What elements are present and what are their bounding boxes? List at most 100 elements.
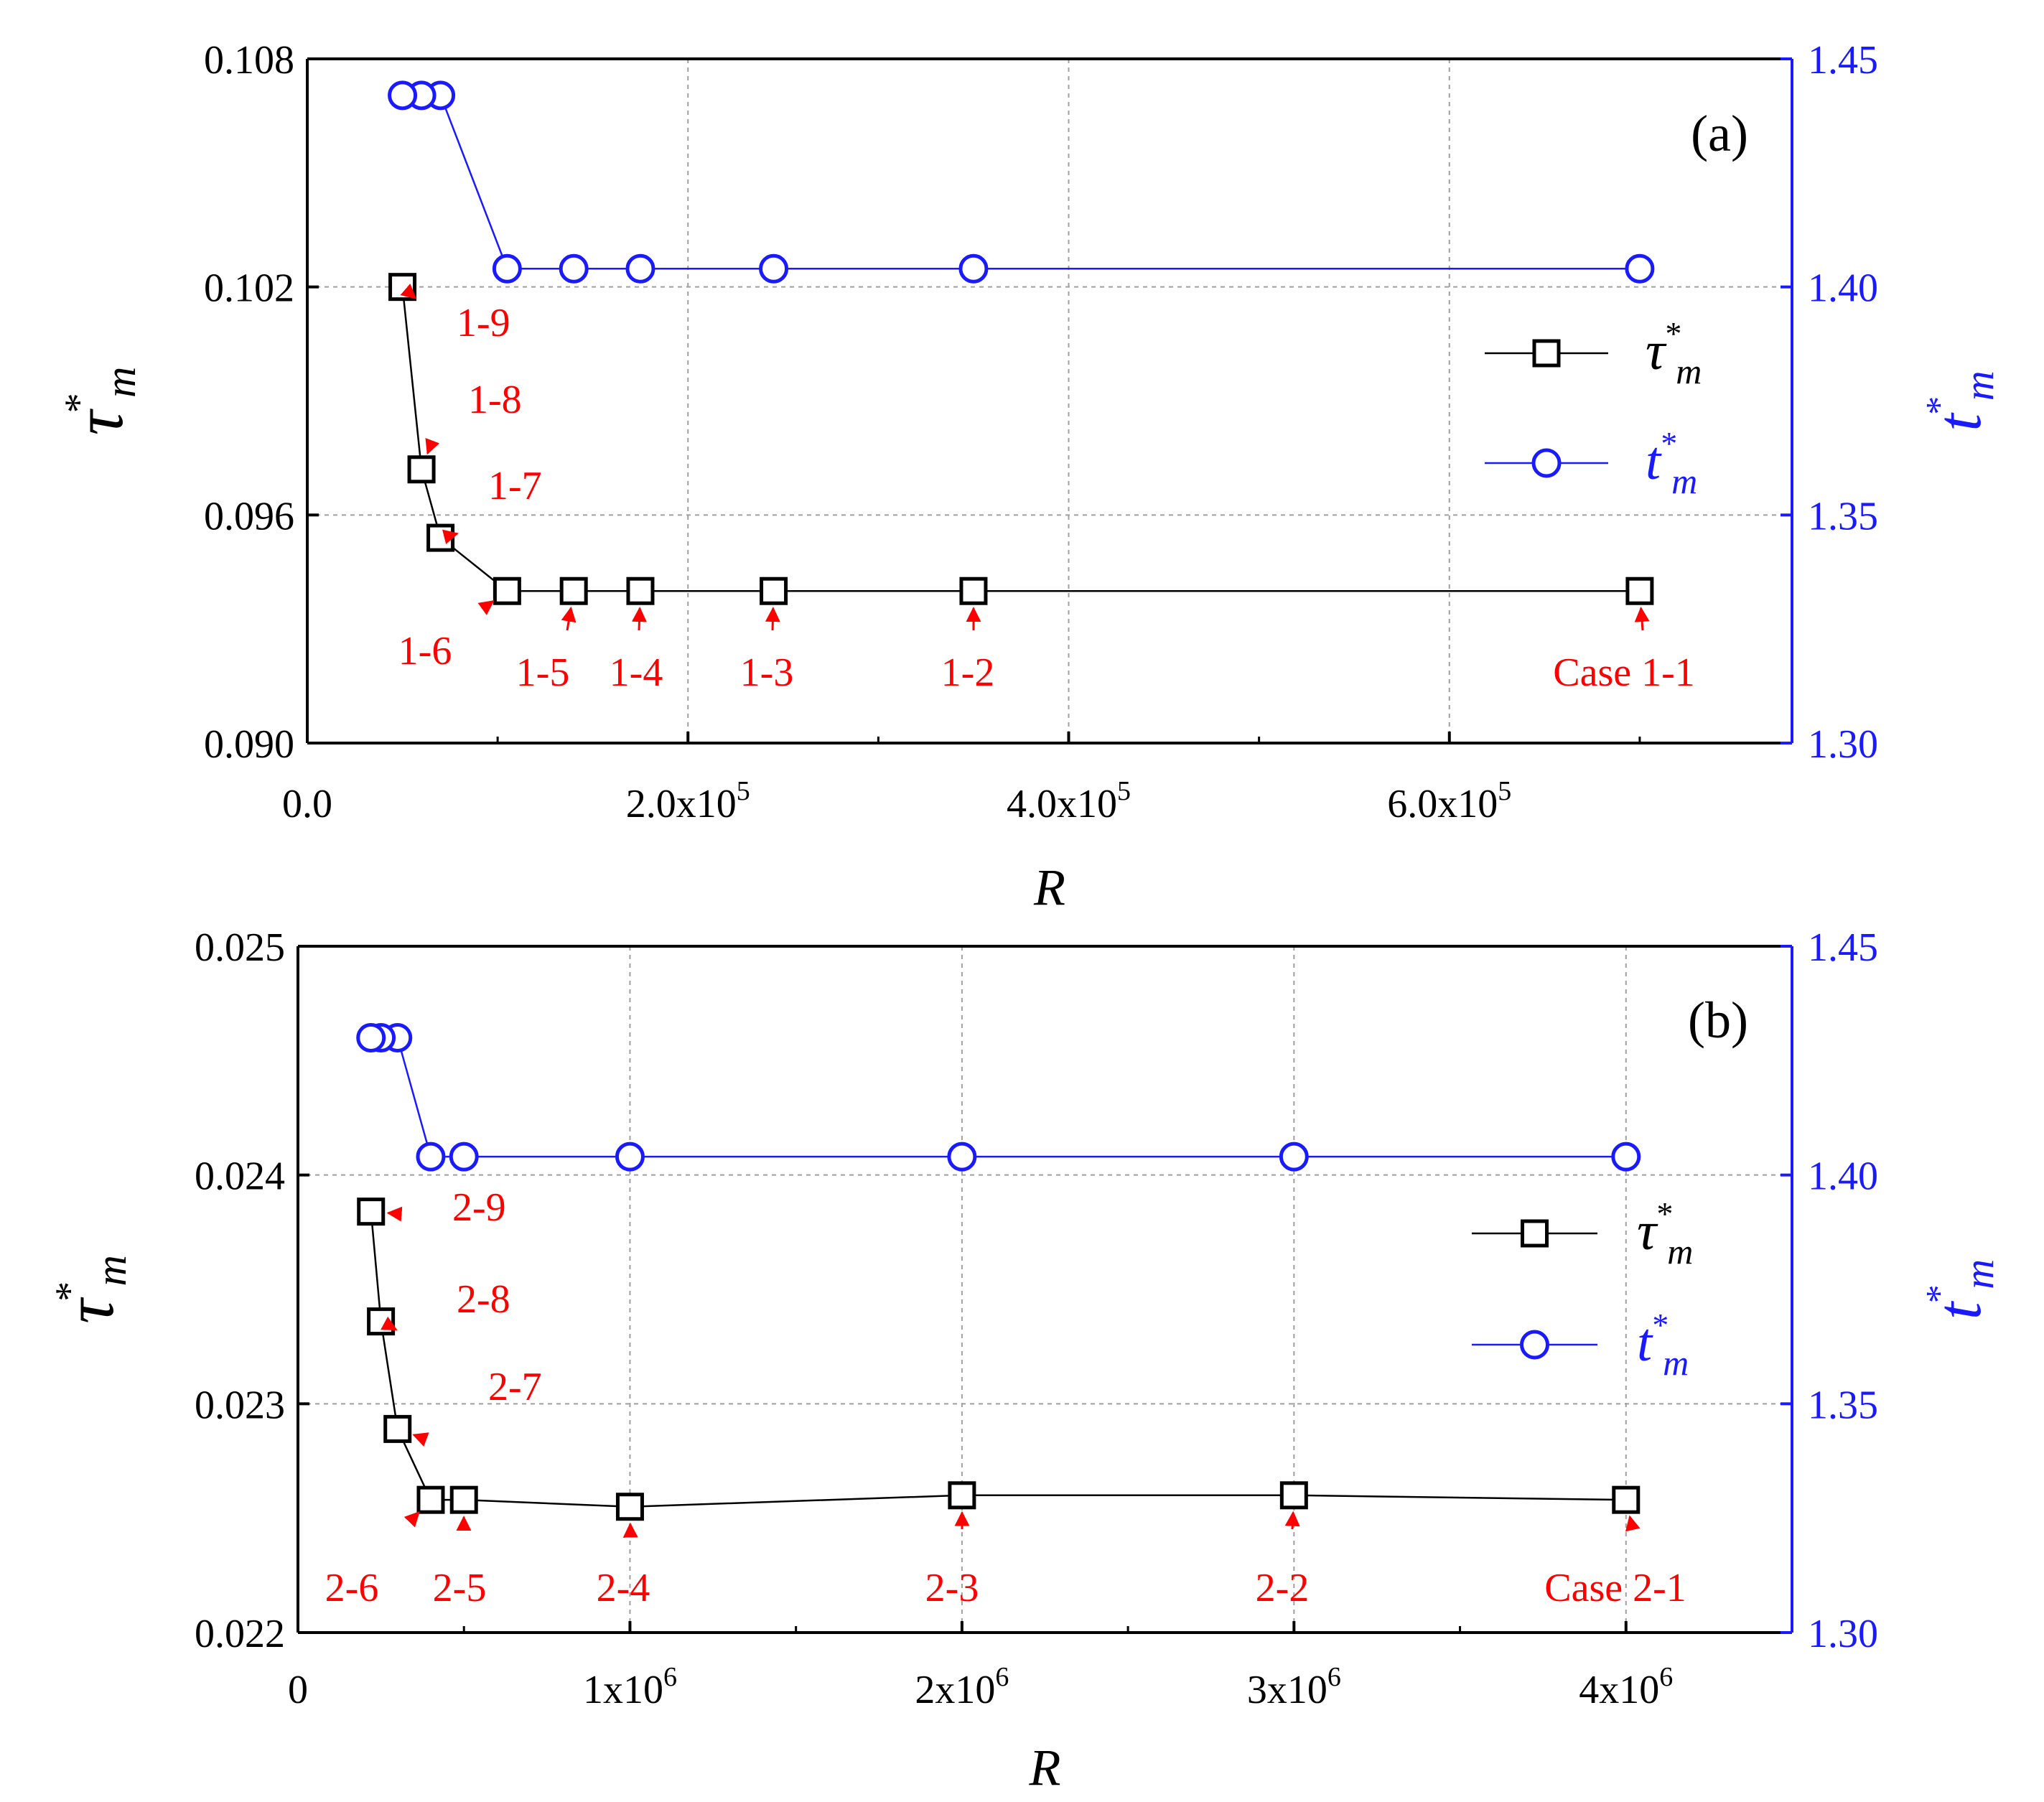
annotation-label: 1-5: [516, 650, 570, 695]
t-m-point: [947, 1142, 977, 1172]
left-y-tick-label: 0.102: [204, 266, 294, 311]
right-y-axis-sup: *: [1919, 398, 1960, 416]
right-y-axis-sub: m: [1956, 370, 2002, 401]
annotation-label: 1-3: [740, 650, 794, 695]
legend-circle-marker: [1531, 448, 1562, 478]
x-tick-exponent: 6: [1659, 1662, 1673, 1692]
tau-m-point: [1625, 576, 1654, 605]
x-tick-mantissa: 1x10: [583, 1668, 663, 1712]
legend: τ* mt* m: [1472, 1195, 1693, 1383]
legend-circle-marker: [1520, 1330, 1549, 1360]
t-m-point: [1611, 1142, 1641, 1172]
legend-label-tau: τ* m: [1646, 315, 1702, 391]
t-m-point: [492, 253, 522, 284]
x-tick-label: 2.0x105: [626, 776, 750, 826]
right-y-tick-label: 1.45: [1808, 38, 1878, 83]
legend-tau-sub: m: [1667, 1231, 1693, 1271]
right-y-tick-label: 1.30: [1808, 722, 1878, 767]
chart-panel-a: 0.0 2.0x105 4.0x105 6.0x1050.0900.0960.1020…: [57, 38, 2002, 916]
right-y-axis-symbol: t: [1925, 1300, 1994, 1320]
annotation-label: Case 1-1: [1553, 650, 1695, 695]
x-tick-mantissa: 2x10: [915, 1668, 995, 1712]
x-tick-mantissa: 6.0x10: [1387, 782, 1498, 826]
legend-square-marker: [1521, 1219, 1549, 1248]
left-y-axis-sup: *: [57, 395, 101, 415]
right-y-axis-sup: *: [1919, 1287, 1960, 1305]
annotation-arrow: [442, 529, 459, 545]
tau-m-point: [449, 1485, 478, 1514]
chart-panel-b: 0 1x106 2x106 3x106 4x1060.0220.0230.0240.02…: [47, 925, 2002, 1796]
annotation-label: 1-7: [488, 464, 542, 508]
tau-m-point: [626, 576, 655, 605]
x-axis-title: R: [1029, 1739, 1061, 1796]
panel-label: (a): [1691, 105, 1748, 162]
left-y-axis-title: τ*m: [47, 1255, 135, 1324]
left-y-tick-label: 0.108: [204, 38, 294, 83]
annotation-arrow: [381, 1316, 398, 1331]
t-m-point: [1279, 1142, 1309, 1172]
tau-m-point: [615, 1493, 644, 1521]
t-m-point: [615, 1142, 645, 1172]
tau-m-point: [948, 1481, 976, 1510]
annotation-label: 2-9: [452, 1185, 506, 1230]
left-y-axis-symbol: τ: [51, 1297, 128, 1324]
x-tick-label: 0: [288, 1668, 308, 1712]
legend-t-sub: m: [1671, 461, 1697, 501]
annotation-label: 2-8: [457, 1277, 510, 1322]
annotation-label: 1-8: [468, 378, 522, 422]
x-tick-label: 4x106: [1579, 1662, 1673, 1712]
tau-m-point: [367, 1307, 396, 1336]
annotation-arrow: [1625, 1515, 1641, 1532]
left-y-axis-symbol: τ: [60, 408, 137, 435]
legend-label-t: t* m: [1646, 425, 1697, 501]
left-y-tick-label: 0.090: [204, 722, 294, 767]
x-tick-exponent: 6: [995, 1662, 1009, 1692]
x-tick-label: 4.0x105: [1007, 776, 1131, 826]
x-tick-label: 0.0: [282, 782, 332, 826]
annotation-arrow: [631, 607, 647, 631]
left-y-tick-label: 0.022: [195, 1612, 285, 1656]
right-y-tick-label: 1.35: [1808, 494, 1878, 538]
right-y-tick-label: 1.30: [1808, 1612, 1878, 1656]
left-y-axis-sub: m: [97, 367, 144, 398]
series-t_m: [356, 1022, 1641, 1172]
tau-m-point: [760, 576, 788, 605]
t-m-point: [958, 253, 989, 284]
t-m-point: [449, 1142, 479, 1172]
right-y-tick-label: 1.45: [1808, 925, 1878, 970]
x-axis-title: R: [1033, 859, 1065, 916]
t-m-point: [416, 1142, 446, 1172]
annotation-arrow: [400, 284, 417, 299]
legend-t-sup: *: [1651, 1307, 1667, 1343]
t-m-point: [356, 1022, 386, 1052]
x-tick-exponent: 5: [1498, 776, 1511, 806]
left-y-tick-label: 0.025: [195, 925, 285, 970]
x-tick-mantissa: 0: [288, 1668, 308, 1712]
x-tick-exponent: 6: [1327, 1662, 1341, 1692]
legend-tau-sub: m: [1676, 351, 1702, 391]
t-m-point: [625, 253, 655, 284]
x-tick-label: 6.0x105: [1387, 776, 1511, 826]
annotation-label: 1-9: [457, 301, 510, 345]
right-y-axis-title: t*m: [1919, 1259, 2002, 1320]
left-y-axis-sub: m: [88, 1255, 135, 1286]
legend-t-sub: m: [1663, 1343, 1689, 1383]
right-y-axis-sub: m: [1956, 1259, 2002, 1289]
t-m-point: [759, 253, 789, 284]
legend-tau-sup: *: [1663, 315, 1680, 352]
x-tick-mantissa: 4x10: [1579, 1668, 1659, 1712]
tau-m-point: [959, 576, 988, 605]
left-y-tick-label: 0.023: [195, 1383, 285, 1427]
tau-m-point: [426, 523, 455, 552]
x-tick-label: 3x106: [1247, 1662, 1341, 1712]
tau-m-point: [407, 455, 436, 484]
legend-t-symbol: t: [1646, 431, 1662, 491]
annotation-label: 2-6: [325, 1566, 379, 1610]
annotation-label: 2-2: [1256, 1566, 1310, 1610]
annotation-arrow: [1284, 1511, 1300, 1530]
annotation-arrow: [412, 1432, 429, 1447]
annotation-label: Case 2-1: [1544, 1566, 1686, 1610]
legend-tau-sup: *: [1655, 1195, 1671, 1232]
t-m-point: [1625, 253, 1655, 284]
left-y-tick-label: 0.024: [195, 1154, 285, 1199]
